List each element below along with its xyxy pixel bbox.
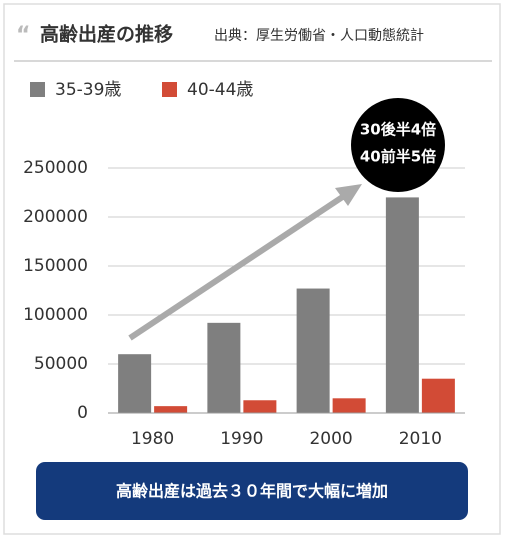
y-tick-label: 100000: [23, 305, 88, 325]
bar: [385, 197, 419, 413]
y-tick-label: 200000: [23, 207, 88, 227]
quote-mark: “: [16, 23, 30, 48]
legend-swatch: [30, 82, 45, 97]
y-tick-label: 150000: [23, 256, 88, 276]
legend-swatch: [162, 82, 177, 97]
x-tick-label: 2010: [399, 429, 442, 449]
x-tick-label: 1980: [131, 429, 174, 449]
y-tick-label: 50000: [34, 354, 88, 374]
chart-title: 高齢出産の推移: [40, 23, 173, 46]
x-tick-label: 2000: [309, 429, 352, 449]
legend-label: 35-39歳: [55, 80, 121, 100]
y-tick-label: 0: [77, 403, 88, 423]
bar: [154, 406, 188, 413]
bar: [421, 378, 455, 413]
x-tick-label: 1990: [220, 429, 263, 449]
bar: [207, 322, 241, 413]
bar: [296, 288, 330, 413]
arrow-head: [335, 184, 362, 206]
chart-subtitle: 出典：厚生労働省・人口動態統計: [214, 28, 424, 44]
bar: [332, 398, 366, 413]
annotation-circle: [351, 98, 445, 192]
footer-text: 高齢出産は過去３０年間で大幅に増加: [116, 482, 388, 501]
legend-label: 40-44歳: [187, 80, 253, 100]
trend-arrow: [128, 189, 352, 341]
bar: [118, 354, 152, 413]
annotation: 40前半5倍: [360, 148, 436, 166]
annotation: 30後半4倍: [360, 121, 436, 139]
footer-banner: [36, 462, 468, 520]
y-tick-label: 250000: [23, 158, 88, 178]
bar: [243, 400, 277, 413]
